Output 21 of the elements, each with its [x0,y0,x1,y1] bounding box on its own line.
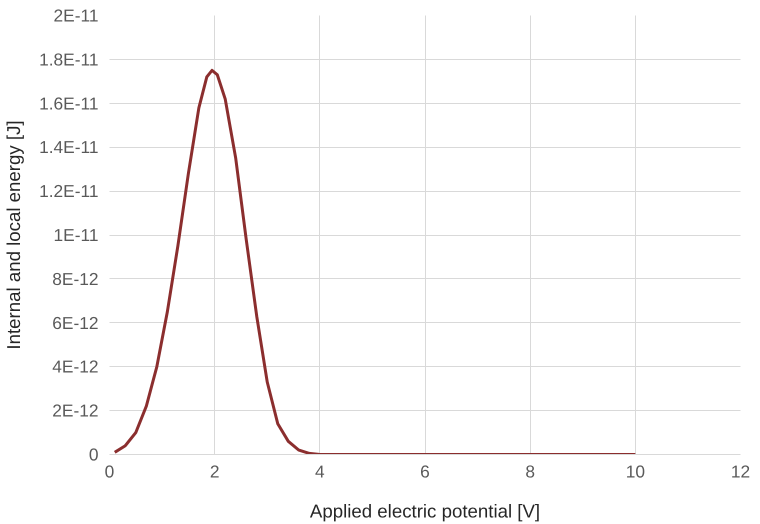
x-tick-label: 4 [315,462,326,482]
line-series [113,68,637,454]
x-tick-label: 12 [730,462,750,482]
y-tick-label: 2E-11 [54,6,99,26]
x-tick-label: 0 [104,462,114,482]
y-tick-label: 1.2E-11 [39,181,98,202]
x-tick-label: 6 [420,462,430,482]
y-tick-label: 1.4E-11 [39,137,98,158]
y-tick-label: 4E-12 [52,356,99,377]
y-tick-label: 2E-12 [52,400,99,421]
x-axis-title: Applied electric potential [V] [310,500,540,522]
y-tick-label: 1E-11 [54,225,99,245]
y-axis-title: Internal and local energy [J] [3,120,24,350]
y-tick-label: 6E-12 [52,312,99,333]
y-tick-label: 8E-12 [52,268,99,289]
x-tick-label: 2 [210,462,220,482]
y-tick-label: 0 [88,444,99,464]
x-tick-label: 8 [525,462,535,482]
y-tick-label: 1.6E-11 [39,93,98,114]
x-tick-label: 10 [626,462,645,482]
y-tick-label: 1.8E-11 [39,49,98,70]
